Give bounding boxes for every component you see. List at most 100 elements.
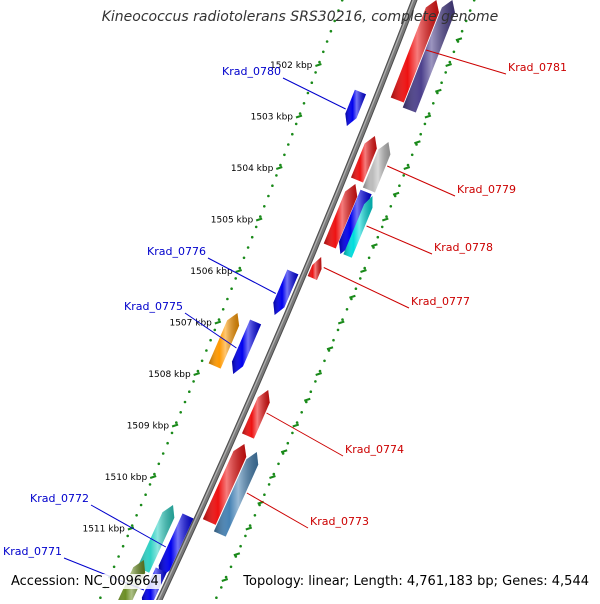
gene-label-leader [246,492,309,529]
tick-dot [406,163,410,167]
tick-dot [295,421,299,424]
tick-dot [259,215,262,218]
tick-dot [340,0,344,2]
tick-dot [263,205,266,208]
tick-labels: 1502 kbp 1503 kbp 1504 kbp 1505 kbp 1506 kbp… [82,61,312,535]
gene-label-leader [387,165,456,197]
gene-shading [343,196,373,258]
backbone-highlight [155,0,414,604]
gene-shading [241,390,270,439]
tick-dot [336,328,340,332]
tick-dot [250,235,254,239]
gene-unlabeled [137,505,175,573]
tick-label: 1507 kbp [169,319,212,329]
tick-dot [385,215,388,218]
major-tick [149,475,157,479]
tick-dot [112,565,116,569]
major-tick [424,114,432,119]
gene-shading [307,257,322,280]
tick-dot [267,483,271,486]
tick-track-left [99,0,344,599]
tick-dot [436,91,439,95]
tick-dot [230,287,233,291]
tick-dot [306,91,310,95]
gene-label: Krad_0780 [222,65,281,78]
tick-dot [279,163,282,167]
gene-shading [137,505,175,573]
tick-dot [337,9,340,12]
tick-dot [298,112,302,115]
tick-dot [302,102,306,105]
tick-dot [389,205,393,208]
major-tick [127,526,135,531]
tick-dot [376,235,380,239]
tick-label: 1508 kbp [148,370,191,380]
tick-dot [121,544,125,548]
tick-dot [286,441,290,445]
major-tick [337,320,345,325]
major-tick [245,526,253,531]
tick-dot [472,0,476,2]
gene-shading [362,142,391,193]
tick-dot [332,338,335,342]
tick-dot [267,194,270,198]
gene-shading [323,184,358,249]
tick-dot [179,411,182,414]
major-tick [371,243,378,248]
gene-unlabeled [208,313,240,369]
tick-dot [318,369,322,373]
tick-dot [183,400,187,404]
tick-dot [272,472,276,476]
major-tick [414,140,421,145]
tick-dot [448,60,452,64]
backbone [154,0,418,604]
major-tick [315,372,322,376]
tick-dot [239,544,242,548]
tick-label: 1502 kbp [270,61,313,71]
gene-shading [402,0,455,113]
gene-shading [208,313,240,369]
tick-dot [157,462,161,466]
gene-shading [273,269,299,315]
tick-dot [287,143,290,146]
tick-dot [325,40,329,43]
tick-dot [294,122,298,126]
tick-dot [464,19,468,23]
tick-label: 1509 kbp [127,422,170,432]
tick-dot [419,132,423,136]
major-tick [275,166,283,170]
gene-shading [345,89,367,126]
tick-dot [314,380,317,383]
tick-dot [161,452,165,455]
major-tick [214,320,222,325]
tick-dot [244,534,247,538]
tick-dot [130,524,134,527]
gene-label-leader [425,49,507,75]
major-tick [171,423,179,428]
gene-label-leader [266,412,344,457]
gene-unlabeled [339,189,372,254]
major-tick [381,217,389,222]
tick-dot [310,81,314,84]
tick-dot [135,514,138,517]
tick-dot [246,246,250,249]
tick-dot [309,390,313,394]
tick-dot [148,483,152,486]
gene-label: Krad_0777 [411,295,470,308]
gene-Krad_0775 [231,319,262,374]
gene-label-leader [184,312,237,349]
tick-dot [452,50,456,54]
tick-dot [398,184,401,187]
gene-label-leader [323,267,410,309]
gene-label: Krad_0778 [434,241,493,254]
gene-shading [390,0,439,103]
tick-dot [393,194,397,198]
tick-dot [248,524,252,527]
tick-dot [444,71,448,74]
tick-dot [367,256,371,260]
gene-labels: Krad_0781 Krad_0780 Krad_0779 Krad_0778 Krad… [3,49,567,591]
tick-dot [117,555,120,558]
tick-dot [314,71,317,74]
